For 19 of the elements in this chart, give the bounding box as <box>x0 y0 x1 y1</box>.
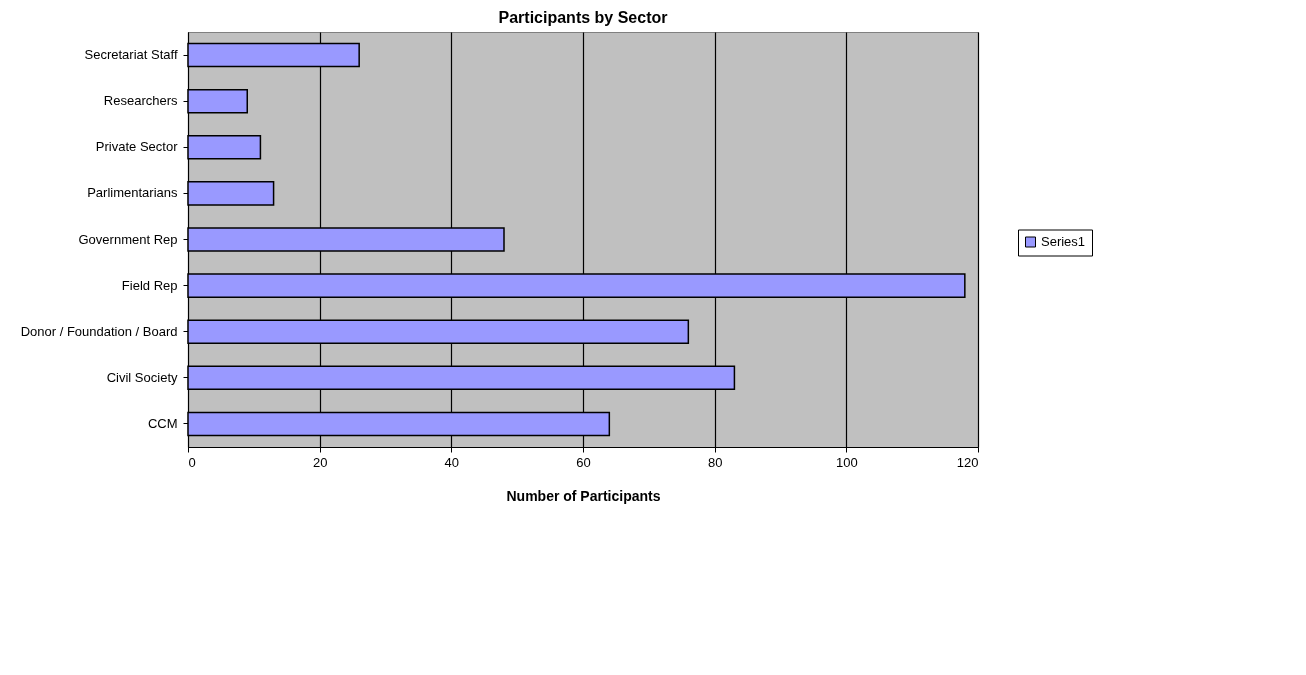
x-tick-label: 80 <box>707 454 723 470</box>
x-tick-label: 40 <box>444 454 460 470</box>
x-tick-label: 60 <box>576 454 591 470</box>
y-tick-label: Field Rep <box>121 277 178 293</box>
x-tick-label: 20 <box>312 454 328 470</box>
y-tick-label: CCM <box>147 415 178 431</box>
x-tick-label: 0 <box>188 454 196 470</box>
x-axis-title: Number of Participants <box>506 487 661 504</box>
y-tick-label: Researchers <box>103 93 178 109</box>
y-tick-label: Secretariat Staff <box>84 47 178 63</box>
y-tick-label: Donor / Foundation / Board <box>20 323 178 339</box>
y-tick-label: Civil Society <box>106 369 178 385</box>
x-tick-label: 100 <box>835 454 858 470</box>
y-tick-label: Parlimentarians <box>87 185 178 201</box>
y-tick-label: Government Rep <box>78 231 178 247</box>
legend-label: Series1 <box>1041 234 1086 249</box>
y-tick-label: Private Sector <box>95 139 179 155</box>
chart-title: Participants by Sector <box>498 9 668 26</box>
x-tick-label: 120 <box>956 454 979 470</box>
